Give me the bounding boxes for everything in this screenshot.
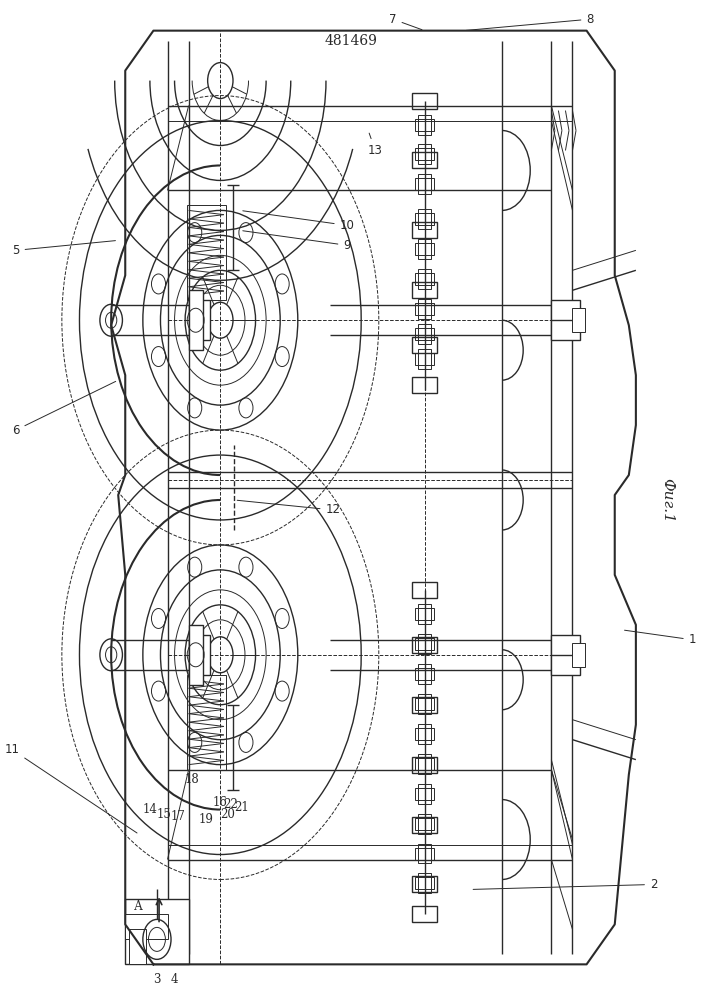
Bar [419,174,431,194]
Bar [412,876,437,892]
Text: Фиг.1: Фиг.1 [660,478,674,522]
Bar [415,818,434,830]
Bar [412,222,437,238]
Bar [415,243,434,255]
Text: 20: 20 [220,808,235,821]
Bar [415,788,434,800]
Bar [415,273,434,285]
Bar [415,303,434,315]
Bar [125,899,189,964]
Bar [551,635,580,675]
Bar [412,906,437,922]
Text: 2: 2 [473,878,658,891]
Text: А: А [134,900,142,913]
Bar [415,148,434,160]
Bar [415,328,434,340]
Bar [419,724,431,744]
Bar [419,784,431,804]
Bar [189,625,203,685]
Bar [415,758,434,770]
Polygon shape [111,31,636,964]
Text: 5: 5 [12,241,115,257]
Bar [189,305,199,335]
Bar [189,300,210,340]
Bar [187,205,226,300]
Bar [419,349,431,369]
Bar [415,698,434,710]
Bar [419,814,431,834]
Text: 17: 17 [170,810,185,823]
Text: 16: 16 [213,796,228,809]
Bar [415,608,434,620]
Text: 7: 7 [389,13,422,30]
Bar [419,664,431,684]
Bar [189,635,210,675]
Bar [412,152,437,168]
Bar [419,604,431,624]
Bar [412,93,437,109]
Bar [415,728,434,740]
Bar [419,299,431,319]
Text: 8: 8 [466,13,594,30]
Bar [189,290,203,350]
Bar [412,377,437,393]
Bar [419,209,431,229]
Text: 15: 15 [156,808,171,821]
Bar [419,694,431,714]
Text: 19: 19 [199,813,214,826]
Text: 11: 11 [5,743,137,833]
Bar [419,269,431,289]
Text: 18: 18 [185,773,199,786]
Bar [419,239,431,259]
Text: 3: 3 [153,973,160,986]
Bar [415,668,434,680]
Bar [125,914,168,939]
Text: 21: 21 [234,801,249,814]
Bar [415,353,434,365]
Text: 4: 4 [171,973,178,986]
Bar [415,213,434,225]
Text: 12: 12 [237,500,341,516]
Bar [412,697,437,713]
Bar [415,848,434,859]
Text: 481469: 481469 [325,34,377,48]
Bar [187,675,226,770]
Bar [573,643,585,667]
Text: 6: 6 [12,381,116,437]
Bar [419,324,431,344]
Bar [551,300,580,340]
Text: 1: 1 [624,630,696,646]
Bar [412,757,437,773]
Bar [419,115,431,135]
Bar [412,337,437,353]
Bar [419,873,431,893]
Bar [415,638,434,650]
Bar [129,929,146,964]
Bar [412,817,437,833]
Bar [573,308,585,332]
Text: 22: 22 [223,798,238,811]
Bar [412,282,437,298]
Bar [419,144,431,164]
Text: 9: 9 [243,231,351,252]
Bar [419,844,431,863]
Text: 13: 13 [368,133,382,157]
Bar [412,637,437,653]
Text: 10: 10 [243,211,354,232]
Bar [419,754,431,774]
Bar [419,634,431,654]
Bar [415,178,434,190]
Bar [415,119,434,131]
Bar [412,582,437,598]
Text: 14: 14 [143,803,158,816]
Bar [415,877,434,889]
